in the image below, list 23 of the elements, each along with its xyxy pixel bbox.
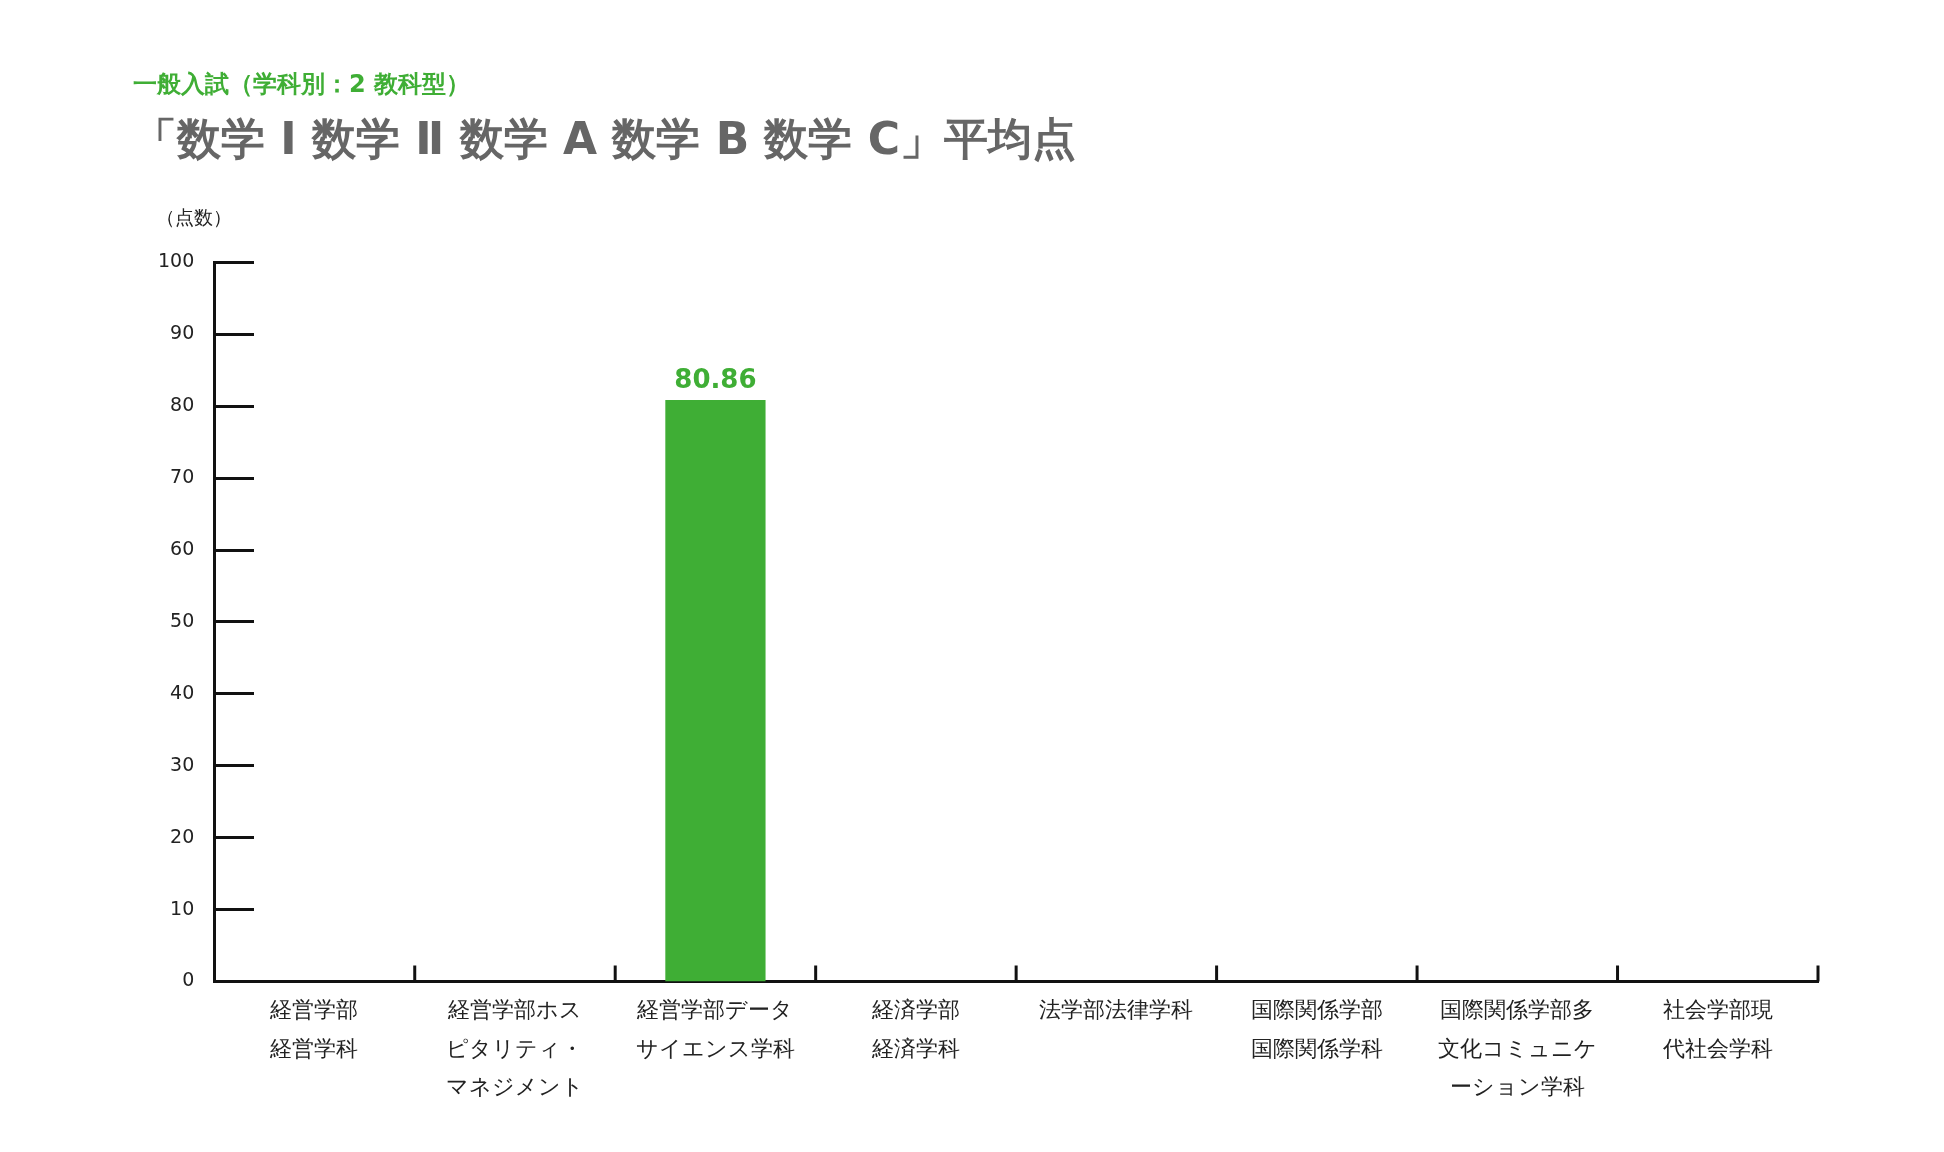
x-tick-label: 国際関係学部国際関係学科	[1250, 997, 1383, 1061]
x-tick-label: 法学部法律学科	[1039, 997, 1194, 1023]
x-tick-label: 経営学部経営学科	[269, 997, 359, 1061]
y-tick-label: 30	[170, 752, 195, 775]
y-tick-label: 40	[170, 680, 195, 703]
chart-title: 「数学 Ⅰ 数学 Ⅱ 数学 A 数学 B 数学 C」平均点	[133, 112, 1078, 166]
y-tick-label: 90	[170, 321, 195, 344]
x-tick-label: 社会学部現代社会学科	[1661, 997, 1773, 1061]
y-tick-label: 70	[170, 465, 195, 488]
y-tick-label: 100	[158, 249, 195, 272]
y-tick-label: 50	[170, 608, 195, 631]
y-tick-label: 10	[170, 896, 195, 919]
x-tick-label: 経営学部データサイエンス学科	[635, 997, 795, 1061]
y-tick-label: 60	[170, 536, 195, 559]
y-tick-label: 80	[170, 393, 195, 416]
chart-subtitle: 一般入試（学科別：2 教科型）	[133, 69, 472, 100]
data-label: 80.86	[674, 363, 757, 394]
x-tick-label: 国際関係学部多文化コミュニケーション学科	[1437, 997, 1597, 1100]
x-tick-label: 経営学部ホスピタリティ・マネジメント	[445, 997, 584, 1100]
x-tick-label: 経済学部経済学科	[870, 997, 960, 1061]
y-tick-label: 20	[170, 824, 195, 847]
y-tick-label: 0	[182, 968, 195, 991]
y-axis-title: （点数）	[156, 205, 233, 230]
